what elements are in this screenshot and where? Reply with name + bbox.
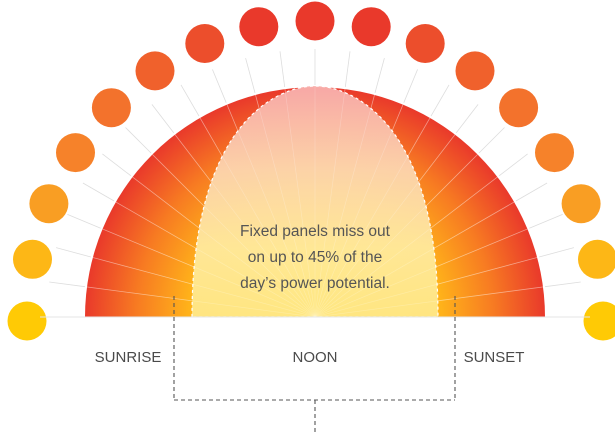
sun-dot — [13, 239, 52, 279]
sun-ray — [85, 231, 316, 317]
sun-ray — [314, 87, 481, 317]
sun-ray-outer — [279, 51, 286, 88]
sun-dot — [561, 184, 601, 224]
sun-ray-outer — [430, 84, 450, 117]
sun-path-dots — [7, 1, 615, 341]
sun-ray — [85, 190, 316, 317]
sun-ray-outer — [478, 127, 505, 154]
message-line-3: day’s power potential. — [240, 275, 390, 292]
sun-dot — [295, 1, 335, 41]
sun-dot — [351, 7, 391, 47]
missed-potential-bracket — [173, 296, 456, 433]
sun-ray-outer — [403, 69, 418, 103]
sun-ray-outer — [125, 127, 152, 154]
sun-ray-outer — [544, 281, 581, 288]
sun-ray-outer — [538, 247, 575, 258]
sun-dot — [578, 239, 615, 279]
sun-ray-outer — [455, 104, 479, 134]
sun-dot — [185, 24, 225, 63]
label-noon: NOON — [293, 349, 338, 366]
sun-dot — [583, 301, 615, 341]
sun-ray — [314, 87, 359, 317]
sun-ray-outer — [102, 153, 132, 177]
label-sunrise: SUNRISE — [95, 349, 162, 366]
sun-ray-outer — [515, 182, 548, 202]
message-line-2: on up to 45% of the — [248, 249, 382, 266]
sun-ray-outer — [374, 57, 385, 94]
message-line-1: Fixed panels miss out — [240, 223, 391, 240]
sun-ray-outer — [151, 104, 175, 134]
sun-ray — [188, 87, 316, 317]
sun-dot — [56, 133, 95, 173]
sun-ray-outer — [498, 153, 528, 177]
sun-ray-outer — [82, 182, 115, 202]
sun-ray — [229, 87, 316, 317]
sun-dot — [455, 51, 495, 91]
sun-dot — [499, 88, 539, 128]
sun-ray-outer — [344, 51, 351, 88]
sun-dot — [535, 133, 574, 173]
sun-ray-outer — [529, 214, 563, 229]
fixed-panel-coverage-lens — [191, 85, 439, 318]
sun-ray-outer — [245, 57, 256, 94]
sun-ray — [271, 87, 316, 317]
sun-dot — [405, 24, 445, 63]
sun-dot — [29, 184, 69, 224]
sun-dot — [91, 88, 131, 128]
sun-ray-outer — [212, 69, 227, 103]
sun-ray — [85, 151, 316, 317]
sun-ray-outer — [49, 281, 86, 288]
sun-ray — [314, 87, 401, 317]
sun-ray-outer — [55, 247, 92, 258]
sun-dot — [7, 301, 47, 341]
sun-ray — [314, 87, 442, 317]
sun-ray — [314, 231, 545, 317]
sun-dot — [135, 51, 175, 91]
sun-ray-outer — [67, 214, 101, 229]
sun-ray-outer — [180, 84, 200, 117]
sun-ray — [314, 151, 545, 317]
sun-dot — [239, 7, 279, 47]
sun-ray — [149, 87, 316, 317]
label-sunset: SUNSET — [464, 349, 525, 366]
sun-ray — [314, 190, 545, 317]
sun-ray — [85, 273, 316, 317]
sun-ray — [314, 273, 545, 317]
